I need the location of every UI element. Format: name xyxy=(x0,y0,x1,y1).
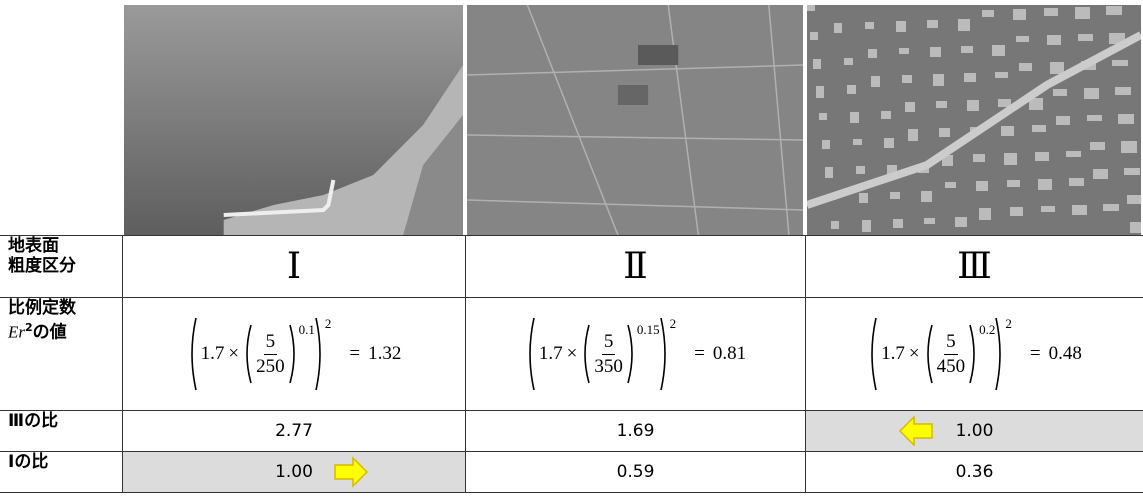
photo-cell xyxy=(465,4,805,236)
photo xyxy=(805,5,1143,235)
power: 2 xyxy=(324,316,332,331)
ratio-value: 1.69 xyxy=(616,421,655,441)
exponent: 0.15 xyxy=(636,322,660,337)
ratio-cell: 1.00 xyxy=(122,451,465,493)
ratio-cell: 0.36 xyxy=(805,451,1143,493)
paren xyxy=(190,317,197,391)
photo-cell xyxy=(122,5,465,235)
fraction: 5 450 xyxy=(935,330,968,379)
class-cell: Ⅱ xyxy=(465,235,805,297)
aerial-photo xyxy=(466,4,804,236)
aerial-photo xyxy=(805,5,1143,235)
ratio-value: 0.59 xyxy=(616,462,655,482)
row-label-text: Ⅰの比 xyxy=(8,452,49,472)
ratio-value: 0.36 xyxy=(955,462,994,482)
paren xyxy=(288,324,295,384)
exponent: 0.2 xyxy=(979,322,996,337)
numerator: 5 xyxy=(601,330,616,355)
row-label-line: 地表面 xyxy=(8,236,59,256)
ratio-cell: 2.77 xyxy=(122,410,465,451)
arrow xyxy=(334,456,369,488)
photo xyxy=(465,4,805,236)
ratio-cell: 1.69 xyxy=(465,410,805,451)
row-label: 地表面 粗度区分 xyxy=(0,235,122,297)
power: 2 xyxy=(1005,316,1012,331)
fraction: 5 350 xyxy=(592,330,625,379)
equals: = xyxy=(349,343,361,364)
coefficient: 1.7 xyxy=(881,343,905,364)
formula: 1.7 × 5 450 0.2 2 = 0.48 xyxy=(867,316,1082,392)
coefficient: 1.7 xyxy=(200,343,225,364)
photo-cell xyxy=(805,5,1143,235)
operator: × xyxy=(908,343,920,364)
table: 地表面 粗度区分 Ⅰ Ⅱ Ⅲ 比例定数 Er2の値 1.7 × 5 250 0.1 2 = 1.32 1.7 ×… xyxy=(0,4,1143,493)
ratio-value: 2.77 xyxy=(275,421,313,441)
result: 0.48 xyxy=(1048,343,1082,364)
class-cell: Ⅲ xyxy=(805,235,1143,297)
operator: × xyxy=(228,343,240,364)
result: 1.32 xyxy=(368,343,402,364)
exponent: 0.1 xyxy=(298,322,315,337)
paren xyxy=(926,324,933,384)
denominator: 350 xyxy=(594,355,623,377)
paren xyxy=(315,317,321,391)
symbol: Er xyxy=(8,322,25,342)
paren xyxy=(871,317,877,391)
aerial-photo xyxy=(124,5,463,235)
paren xyxy=(584,324,591,384)
power: 2 xyxy=(669,316,677,331)
power: 2 xyxy=(25,321,33,334)
paren xyxy=(627,324,633,384)
row-label-line: 粗度区分 xyxy=(8,256,76,276)
class-name: Ⅱ xyxy=(623,246,648,287)
paren xyxy=(529,317,535,391)
result: 0.81 xyxy=(712,343,747,364)
paren xyxy=(995,317,1002,391)
suffix: の値 xyxy=(32,322,67,343)
empty-cell xyxy=(0,5,122,235)
paren xyxy=(246,324,252,384)
paren xyxy=(659,317,666,391)
fraction: 5 250 xyxy=(254,330,287,379)
denominator: 250 xyxy=(256,355,285,377)
class-name: Ⅰ xyxy=(286,246,302,287)
row-label: Ⅰの比 xyxy=(0,451,122,493)
arrow xyxy=(898,415,933,447)
formula-cell: 1.7 × 5 450 0.2 2 = 0.48 xyxy=(805,297,1143,410)
class-cell: Ⅰ xyxy=(122,235,465,297)
formula: 1.7 × 5 350 0.15 2 = 0.81 xyxy=(525,316,746,392)
row-label: Ⅲの比 xyxy=(0,410,122,451)
equals: = xyxy=(694,343,705,364)
numerator: 5 xyxy=(263,330,278,355)
class-name: Ⅲ xyxy=(957,246,992,287)
paren xyxy=(969,324,975,384)
row-label-text: Ⅲの比 xyxy=(8,411,59,431)
formula-cell: 1.7 × 5 250 0.1 2 = 1.32 xyxy=(122,297,465,410)
ratio-value: 1.00 xyxy=(955,421,994,441)
photo xyxy=(122,5,465,235)
row-label-line: Er2の値 xyxy=(8,318,67,343)
numerator: 5 xyxy=(944,330,958,355)
ratio-cell: 0.59 xyxy=(465,451,805,493)
denominator: 450 xyxy=(936,355,966,377)
operator: × xyxy=(566,343,578,364)
row-label-line: 比例定数 xyxy=(8,298,76,318)
coefficient: 1.7 xyxy=(538,343,563,364)
equals: = xyxy=(1029,343,1041,364)
formula: 1.7 × 5 250 0.1 2 = 1.32 xyxy=(187,316,402,392)
ratio-value: 1.00 xyxy=(275,462,313,482)
ratio-cell: 1.00 xyxy=(805,410,1143,451)
formula-cell: 1.7 × 5 350 0.15 2 = 0.81 xyxy=(465,297,805,410)
row-label: 比例定数 Er2の値 xyxy=(0,297,122,410)
